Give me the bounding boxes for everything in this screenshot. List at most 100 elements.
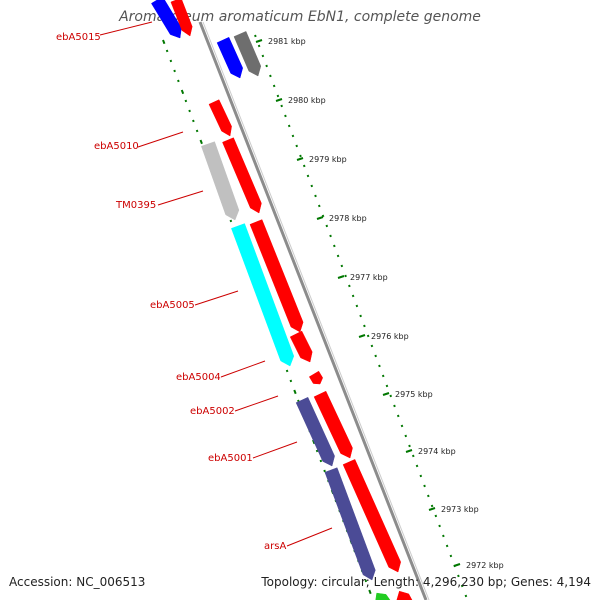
outer-tick bbox=[419, 474, 423, 478]
gene-arrow bbox=[208, 99, 232, 137]
outer-tick bbox=[378, 364, 381, 368]
outer-tick bbox=[333, 244, 336, 248]
gene-label: ebA5005 bbox=[150, 300, 195, 311]
kbp-label: 2980 kbp bbox=[288, 96, 326, 105]
gene-label-leader bbox=[286, 527, 333, 547]
outer-tick bbox=[438, 524, 441, 528]
outer-tick bbox=[370, 344, 374, 348]
outer-tick bbox=[389, 394, 393, 398]
outer-tick bbox=[404, 434, 408, 438]
gene-label-leader bbox=[137, 131, 184, 148]
outer-tick bbox=[299, 154, 302, 158]
outer-tick bbox=[423, 484, 426, 488]
outer-tick bbox=[291, 134, 295, 138]
kbp-label: 2978 kbp bbox=[329, 214, 367, 223]
gene-arrow bbox=[233, 31, 262, 77]
kbp-tick bbox=[428, 507, 436, 511]
outer-tick bbox=[374, 354, 377, 358]
inner-tick bbox=[289, 379, 293, 383]
outer-ticks bbox=[254, 34, 468, 598]
outer-tick bbox=[257, 44, 261, 48]
inner-tick bbox=[173, 69, 176, 73]
outer-tick bbox=[381, 374, 385, 378]
kbp-label: 2981 kbp bbox=[268, 37, 306, 46]
outer-tick bbox=[295, 144, 299, 148]
outer-tick bbox=[396, 414, 400, 418]
kbp-tick bbox=[453, 563, 461, 567]
inner-tick bbox=[169, 59, 173, 63]
gene-label: ebA5002 bbox=[190, 406, 235, 417]
outer-tick bbox=[363, 324, 366, 328]
outer-tick bbox=[287, 124, 291, 128]
outer-tick bbox=[400, 424, 404, 428]
outer-tick bbox=[269, 74, 272, 78]
inner-tick bbox=[315, 449, 319, 453]
inner-tick bbox=[195, 129, 199, 133]
gene-label-leader bbox=[252, 441, 298, 459]
outer-tick bbox=[306, 174, 310, 178]
outer-tick bbox=[351, 294, 355, 298]
outer-tick bbox=[427, 494, 430, 498]
outer-tick bbox=[359, 314, 362, 318]
outer-tick bbox=[314, 194, 317, 198]
outer-tick bbox=[317, 204, 321, 208]
inner-tick bbox=[188, 109, 191, 113]
kbp-tick bbox=[358, 334, 366, 338]
gene-label-leader bbox=[194, 290, 239, 306]
outer-tick bbox=[325, 224, 329, 228]
outer-tick bbox=[336, 254, 340, 258]
outer-tick bbox=[302, 164, 306, 168]
gene-label: ebA5001 bbox=[208, 453, 253, 464]
outer-tick bbox=[340, 264, 344, 268]
gene-arrow bbox=[295, 396, 335, 467]
gene-arrow bbox=[231, 223, 295, 367]
gene-label: arsA bbox=[264, 541, 286, 552]
gene-label-leader bbox=[157, 190, 204, 206]
kbp-label: 2973 kbp bbox=[441, 505, 479, 514]
kbp-tick bbox=[382, 392, 390, 396]
kbp-tick bbox=[275, 98, 283, 102]
inner-tick bbox=[184, 99, 188, 103]
gene-features bbox=[151, 0, 413, 600]
outer-tick bbox=[348, 284, 351, 288]
gene-label-leader bbox=[220, 360, 266, 378]
inner-tick bbox=[323, 469, 326, 473]
kbp-tick bbox=[296, 157, 304, 161]
outer-tick bbox=[310, 184, 314, 188]
accession-text: Accession: NC_006513 bbox=[9, 575, 146, 589]
outer-tick bbox=[265, 64, 268, 68]
outer-tick bbox=[430, 504, 434, 508]
kbp-label: 2979 kbp bbox=[309, 155, 347, 164]
outer-tick bbox=[366, 334, 370, 338]
kbp-scale: 2981 kbp 2980 kbp 2979 kbp 2978 kbp 2977 kbp… bbox=[255, 37, 504, 570]
inner-tick bbox=[192, 119, 195, 123]
gene-label-leader bbox=[99, 21, 153, 36]
inner-tick bbox=[229, 219, 233, 223]
outer-tick bbox=[393, 404, 396, 408]
outer-tick bbox=[276, 94, 280, 98]
gene-arrow bbox=[324, 467, 376, 581]
inner-tick bbox=[368, 589, 372, 595]
outer-tick bbox=[284, 114, 287, 118]
gene-label: ebA5010 bbox=[94, 141, 139, 152]
inner-tick bbox=[319, 459, 323, 463]
outer-tick bbox=[449, 554, 453, 558]
gene-label: TM0395 bbox=[115, 200, 156, 211]
outer-tick bbox=[460, 584, 464, 588]
genome-backbone bbox=[198, 21, 428, 600]
gene-labels: ebA5015 ebA5010 TM0395 ebA5005 ebA5004 ebA500… bbox=[56, 21, 333, 552]
gene-label-leader bbox=[234, 395, 279, 412]
kbp-tick bbox=[316, 216, 324, 220]
outer-tick bbox=[434, 514, 438, 518]
inner-tick bbox=[165, 49, 169, 53]
gene-arrow bbox=[342, 459, 401, 573]
inner-tick bbox=[177, 79, 180, 83]
map-title: Aromatoleum aromaticum EbN1, complete ge… bbox=[119, 9, 481, 25]
kbp-tick bbox=[405, 449, 413, 453]
kbp-label: 2976 kbp bbox=[371, 332, 409, 341]
gene-arrow bbox=[216, 36, 243, 79]
outer-tick bbox=[385, 384, 389, 388]
outer-tick bbox=[442, 534, 445, 538]
outer-tick bbox=[464, 594, 468, 598]
